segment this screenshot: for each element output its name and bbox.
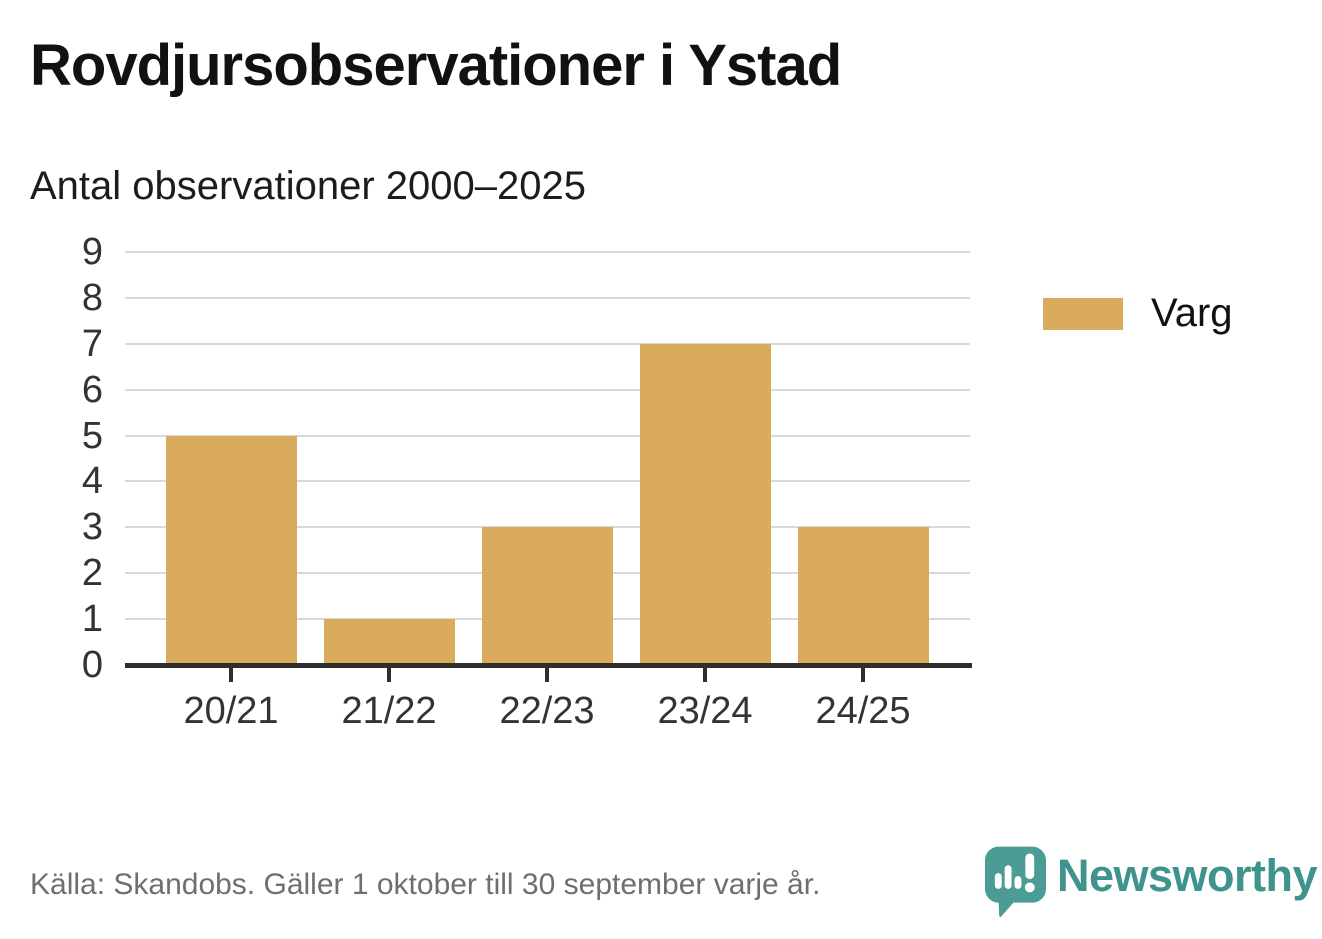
y-tick-label: 8 bbox=[81, 276, 103, 319]
y-tick-label: 0 bbox=[81, 644, 103, 686]
newsworthy-speech-bubble-chart-icon bbox=[984, 846, 1047, 918]
bar-20-21 bbox=[165, 435, 297, 665]
legend: Varg bbox=[1043, 291, 1233, 336]
newsworthy-wordmark: Newsworthy bbox=[1057, 850, 1318, 901]
bar-22-23 bbox=[481, 527, 613, 665]
page-title: Rovdjursobservationer i Ystad bbox=[30, 33, 842, 98]
gridline bbox=[125, 296, 970, 299]
x-tick-label: 24/25 bbox=[815, 690, 911, 732]
gridline bbox=[125, 342, 970, 345]
newsworthy-logo: Newsworthy bbox=[984, 845, 1318, 919]
gridline bbox=[125, 526, 970, 529]
bar-24-25 bbox=[797, 527, 929, 665]
y-tick-label: 9 bbox=[81, 231, 103, 273]
gridline bbox=[125, 251, 970, 253]
source-note: Källa: Skandobs. Gäller 1 oktober till 3… bbox=[30, 868, 821, 901]
x-tick bbox=[861, 668, 865, 682]
y-tick-label: 7 bbox=[81, 322, 103, 365]
gridline bbox=[125, 388, 970, 391]
bar-chart-plot-area bbox=[125, 251, 970, 665]
y-tick-label: 5 bbox=[81, 414, 103, 457]
x-axis: 20/21 21/22 22/23 23/24 24/25 bbox=[125, 668, 970, 748]
x-tick bbox=[387, 668, 391, 682]
legend-label-varg: Varg bbox=[1151, 291, 1233, 335]
x-tick-label: 21/22 bbox=[341, 690, 437, 732]
x-tick-label: 20/21 bbox=[183, 690, 279, 732]
chart-subtitle: Antal observationer 2000–2025 bbox=[30, 164, 586, 208]
x-tick bbox=[703, 668, 707, 682]
y-tick-label: 2 bbox=[81, 552, 103, 595]
x-tick-label: 22/23 bbox=[499, 690, 595, 732]
gridline bbox=[125, 434, 970, 437]
bar-21-22 bbox=[323, 619, 455, 665]
y-tick-label: 4 bbox=[81, 460, 103, 503]
y-tick-label: 6 bbox=[81, 368, 103, 411]
x-tick-label: 23/24 bbox=[657, 690, 753, 732]
legend-swatch-varg bbox=[1043, 297, 1123, 330]
x-axis-baseline bbox=[125, 663, 972, 668]
gridline bbox=[125, 480, 970, 483]
x-tick bbox=[545, 668, 549, 682]
x-tick bbox=[229, 668, 233, 682]
y-tick-label: 1 bbox=[81, 598, 103, 641]
bar-23-24 bbox=[639, 343, 771, 665]
y-tick-label: 3 bbox=[81, 506, 103, 549]
